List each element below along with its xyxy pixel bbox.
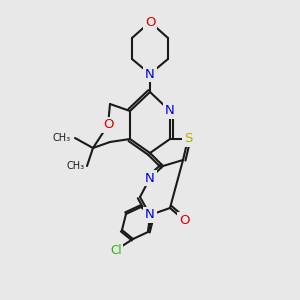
Text: N: N: [145, 172, 155, 184]
Text: CH₃: CH₃: [53, 133, 71, 143]
Text: N: N: [145, 68, 155, 80]
Text: CH₃: CH₃: [67, 161, 85, 171]
Text: O: O: [103, 118, 113, 131]
Text: O: O: [145, 16, 155, 28]
Text: O: O: [103, 118, 113, 131]
Text: Cl: Cl: [110, 244, 122, 256]
Text: S: S: [184, 133, 192, 146]
Text: N: N: [165, 104, 175, 118]
Text: O: O: [179, 214, 189, 226]
Text: N: N: [145, 208, 155, 221]
